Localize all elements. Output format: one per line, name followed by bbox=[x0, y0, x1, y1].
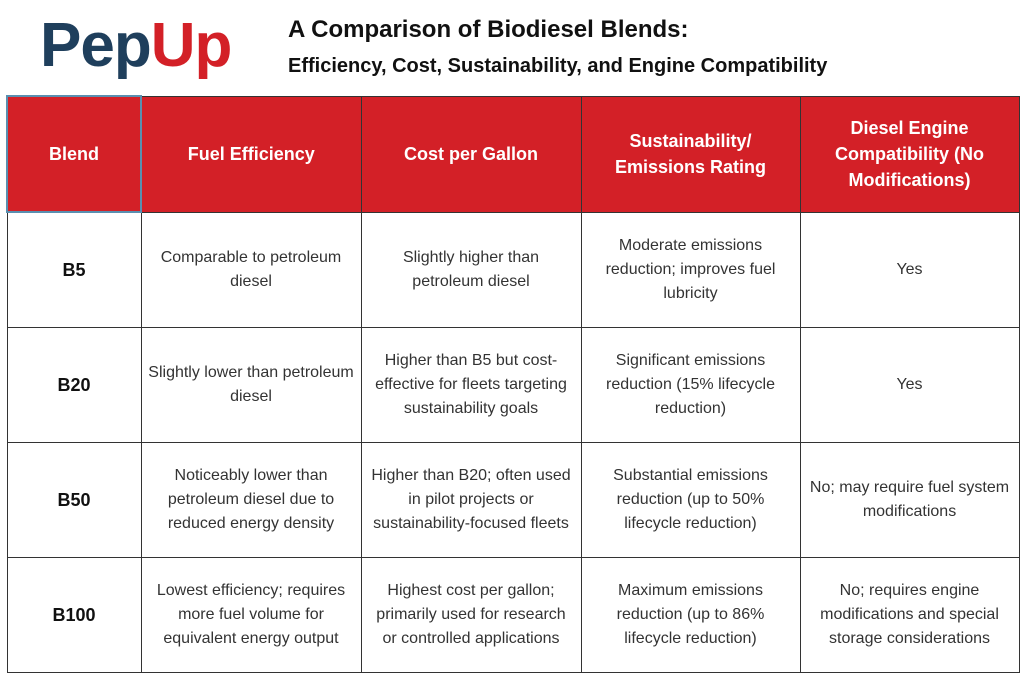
cell-compatibility: No; requires engine modifications and sp… bbox=[799, 557, 1020, 673]
cell-sustainability: Moderate emissions reduction; improves f… bbox=[580, 211, 801, 328]
table-header-row: Blend Fuel Efficiency Cost per Gallon Su… bbox=[6, 95, 1020, 213]
table-row: B5 Comparable to petroleum diesel Slight… bbox=[6, 211, 1020, 328]
cell-fuel-efficiency: Slightly lower than petroleum diesel bbox=[140, 327, 362, 443]
cell-cost: Highest cost per gallon; primarily used … bbox=[360, 557, 582, 673]
page-title: A Comparison of Biodiesel Blends: Effici… bbox=[288, 14, 1008, 82]
cell-fuel-efficiency: Lowest efficiency; requires more fuel vo… bbox=[140, 557, 362, 673]
cell-sustainability: Maximum emissions reduction (up to 86% l… bbox=[580, 557, 801, 673]
title-line-2: Efficiency, Cost, Sustainability, and En… bbox=[288, 55, 828, 77]
cell-compatibility: Yes bbox=[799, 327, 1020, 443]
table-row: B50 Noticeably lower than petroleum dies… bbox=[6, 442, 1020, 558]
cell-blend: B100 bbox=[6, 557, 142, 673]
cell-fuel-efficiency: Comparable to petroleum diesel bbox=[140, 211, 362, 328]
cell-compatibility: Yes bbox=[799, 211, 1020, 328]
cell-sustainability: Substantial emissions reduction (up to 5… bbox=[580, 442, 801, 558]
cell-cost: Slightly higher than petroleum diesel bbox=[360, 211, 582, 328]
cell-sustainability: Significant emissions reduction (15% lif… bbox=[580, 327, 801, 443]
header-sustainability: Sustainability/ Emissions Rating bbox=[580, 95, 801, 213]
table-row: B100 Lowest efficiency; requires more fu… bbox=[6, 557, 1020, 673]
header-fuel-efficiency: Fuel Efficiency bbox=[140, 95, 362, 213]
title-line-1: A Comparison of Biodiesel Blends: bbox=[288, 16, 689, 43]
pepup-logo: PepUp bbox=[40, 8, 233, 84]
cell-cost: Higher than B20; often used in pilot pro… bbox=[360, 442, 582, 558]
cell-blend: B20 bbox=[6, 327, 142, 443]
logo-text-up: Up bbox=[150, 11, 233, 80]
biodiesel-comparison-table: Blend Fuel Efficiency Cost per Gallon Su… bbox=[6, 95, 1020, 673]
table-row: B20 Slightly lower than petroleum diesel… bbox=[6, 327, 1020, 443]
header-engine-compatibility: Diesel Engine Compatibility (No Modifica… bbox=[799, 95, 1020, 213]
cell-blend: B50 bbox=[6, 442, 142, 558]
header-cost-per-gallon: Cost per Gallon bbox=[360, 95, 582, 213]
cell-compatibility: No; may require fuel system modification… bbox=[799, 442, 1020, 558]
header-blend: Blend bbox=[6, 95, 142, 213]
cell-cost: Higher than B5 but cost-effective for fl… bbox=[360, 327, 582, 443]
cell-blend: B5 bbox=[6, 211, 142, 328]
logo-text-pep: Pep bbox=[40, 11, 152, 80]
cell-fuel-efficiency: Noticeably lower than petroleum diesel d… bbox=[140, 442, 362, 558]
